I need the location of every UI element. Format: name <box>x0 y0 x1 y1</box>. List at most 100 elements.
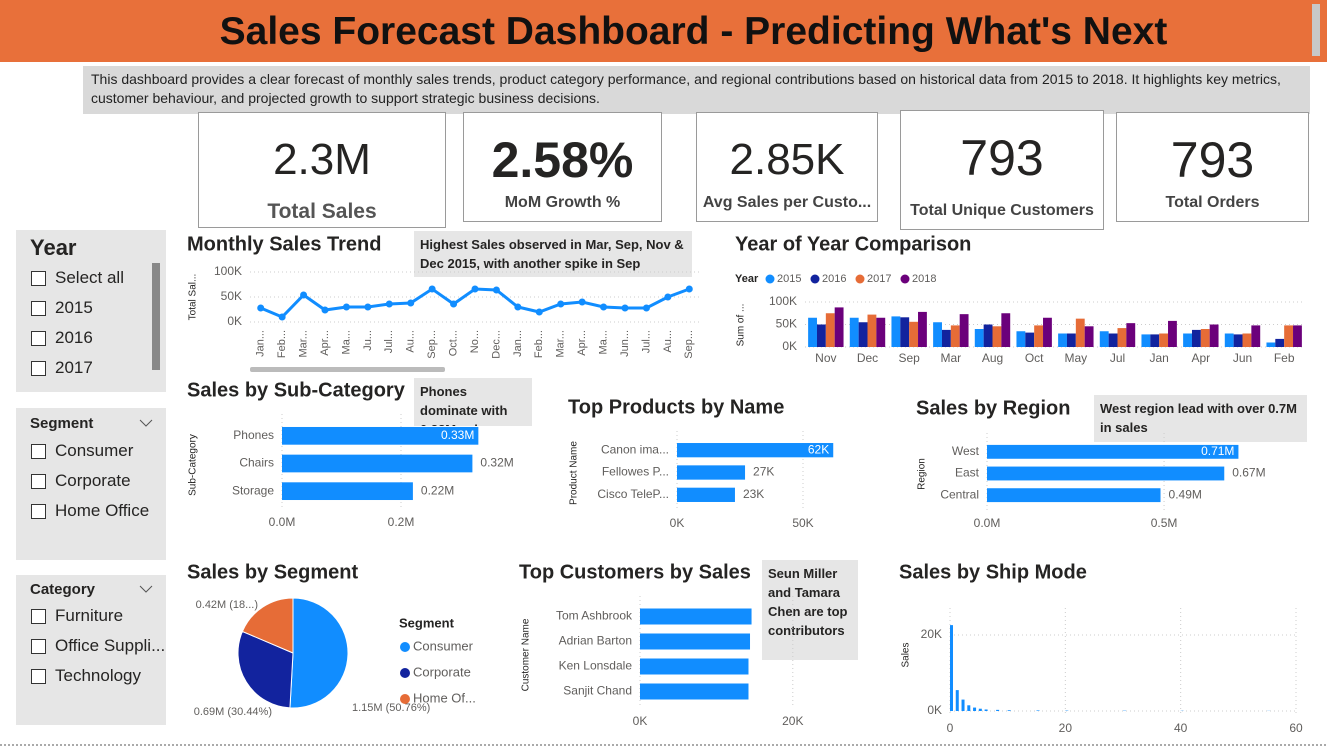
data-label: 0.71M <box>1201 444 1234 458</box>
kpi-card <box>198 112 446 228</box>
legend-marker <box>810 274 820 284</box>
bar <box>1242 333 1252 347</box>
bar <box>983 324 993 347</box>
x-tick-label: Feb <box>1274 351 1295 365</box>
x-tick-label: Feb... <box>533 330 545 358</box>
bar <box>867 314 877 347</box>
kpi-card <box>1116 112 1309 222</box>
slicer-item: 2015 <box>55 298 93 317</box>
bar <box>876 317 886 347</box>
x-tick-label: 0.5M <box>1151 516 1178 530</box>
data-label: 62K <box>808 442 829 456</box>
point <box>471 285 479 293</box>
legend-marker <box>400 694 410 704</box>
bar <box>640 658 749 675</box>
legend-marker <box>765 274 775 284</box>
x-tick-label: Jan... <box>255 330 267 357</box>
y-tick-label: Cisco TeleP... <box>597 487 669 501</box>
y-tick-label: 0K <box>782 339 797 353</box>
checkbox <box>31 444 46 459</box>
point <box>557 300 565 308</box>
kpi-card <box>463 112 662 222</box>
pie-slice <box>289 597 349 709</box>
bar <box>933 322 942 347</box>
bar <box>640 608 752 625</box>
chart-title: Top Products by Name <box>568 396 784 418</box>
bar <box>1084 326 1094 347</box>
header-bar <box>0 0 1327 62</box>
legend-label: 2018 <box>912 273 936 285</box>
x-tick-label: 60 <box>1289 721 1303 735</box>
bar <box>1043 317 1052 347</box>
bar <box>900 317 910 347</box>
x-tick-label: No... <box>469 330 481 353</box>
bar <box>950 325 960 347</box>
kpi-card <box>900 110 1104 230</box>
slicer-title: Year <box>30 234 77 260</box>
bar <box>967 705 971 711</box>
x-tick-label: Dec <box>857 351 878 365</box>
legend-marker <box>855 274 865 284</box>
bar <box>961 699 965 711</box>
slicer-item: 2017 <box>55 358 93 377</box>
bar <box>858 322 868 347</box>
bar <box>918 311 927 347</box>
data-label: 27K <box>753 465 774 479</box>
annotation: Phones dominate with 0.33M sales <box>414 378 532 426</box>
bar <box>282 426 479 445</box>
bar <box>959 314 969 347</box>
x-tick-label: Ma... <box>340 330 352 354</box>
data-label: 1.15M (50.76%) <box>352 702 430 714</box>
chart-title: Monthly Sales Trend <box>187 233 381 255</box>
y-tick-label: Ken Lonsdale <box>559 659 633 673</box>
y-axis-label: Sum of ... <box>736 304 747 347</box>
bar <box>1036 710 1040 711</box>
bar <box>1016 331 1026 347</box>
data-label: 0.67M <box>1232 466 1265 480</box>
x-tick-label: 0.2M <box>388 515 415 529</box>
y-tick-label: 0K <box>227 314 242 328</box>
bar <box>282 482 413 501</box>
data-label: 0.22M <box>421 483 454 497</box>
bar <box>1034 325 1044 347</box>
bar <box>974 329 984 347</box>
bar <box>1275 338 1285 347</box>
bar <box>941 329 951 347</box>
x-tick-label: 0.0M <box>269 515 296 529</box>
y-tick-label: 100K <box>214 264 242 278</box>
x-tick-label: 0 <box>947 721 954 735</box>
x-tick-label: Oct <box>1025 351 1044 365</box>
y-axis-label: Sub-Category <box>188 434 199 496</box>
x-tick-label: Feb... <box>276 330 288 358</box>
point <box>321 306 329 314</box>
x-tick-label: Mar <box>940 351 961 365</box>
annotation: Highest Sales observed in Mar, Sep, Nov … <box>414 231 692 277</box>
x-tick-label: Jan... <box>512 330 524 357</box>
kpi-label: Total Orders <box>1165 194 1260 211</box>
x-tick-label: 20 <box>1059 721 1073 735</box>
slicer-item: Consumer <box>55 441 134 460</box>
x-tick-label: Mar... <box>555 330 567 358</box>
point <box>428 285 436 293</box>
y-tick-label: Chairs <box>239 456 274 470</box>
y-tick-label: West <box>952 444 980 458</box>
bar <box>640 633 751 650</box>
data-label: 0.33M <box>441 428 474 442</box>
bar <box>677 465 746 480</box>
x-tick-label: 0K <box>633 714 648 728</box>
x-tick-label: Nov <box>815 351 836 365</box>
y-tick-label: 100K <box>769 294 797 308</box>
checkbox <box>31 609 46 624</box>
legend-label: 2015 <box>777 273 801 285</box>
slicer-item: Select all <box>55 268 124 287</box>
x-tick-label: Jul <box>1110 351 1125 365</box>
legend-label: 2017 <box>867 273 891 285</box>
point <box>278 313 286 321</box>
slicer-title: Segment <box>30 415 94 432</box>
y-axis-label: Total Sal... <box>188 274 199 321</box>
x-tick-label: 0K <box>670 516 685 530</box>
slicer-item: Furniture <box>55 606 124 625</box>
point <box>257 304 265 312</box>
legend-label: 2016 <box>822 273 846 285</box>
